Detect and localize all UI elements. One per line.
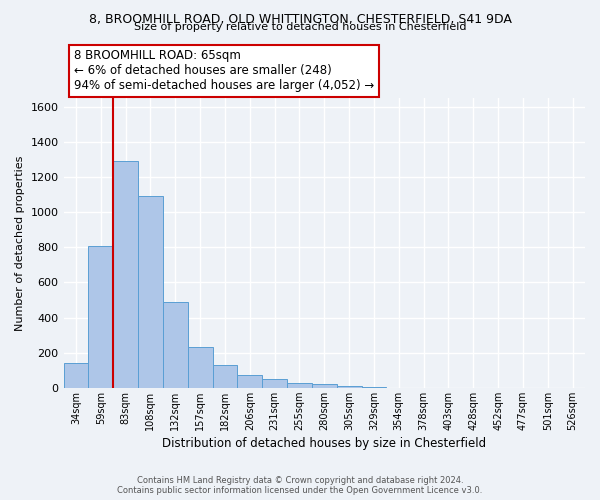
Bar: [113, 160, 138, 388]
Bar: [188, 346, 212, 388]
Text: Size of property relative to detached houses in Chesterfield: Size of property relative to detached ho…: [134, 22, 466, 32]
Bar: [212, 365, 238, 388]
Bar: [64, 363, 88, 388]
Bar: [287, 383, 312, 388]
X-axis label: Distribution of detached houses by size in Chesterfield: Distribution of detached houses by size …: [162, 437, 487, 450]
Bar: [337, 386, 362, 388]
Y-axis label: Number of detached properties: Number of detached properties: [15, 156, 25, 330]
Bar: [138, 196, 163, 388]
Text: 8, BROOMHILL ROAD, OLD WHITTINGTON, CHESTERFIELD, S41 9DA: 8, BROOMHILL ROAD, OLD WHITTINGTON, CHES…: [89, 12, 511, 26]
Text: 8 BROOMHILL ROAD: 65sqm
← 6% of detached houses are smaller (248)
94% of semi-de: 8 BROOMHILL ROAD: 65sqm ← 6% of detached…: [74, 50, 374, 92]
Bar: [262, 379, 287, 388]
Bar: [238, 374, 262, 388]
Bar: [312, 384, 337, 388]
Bar: [88, 246, 113, 388]
Bar: [163, 302, 188, 388]
Text: Contains HM Land Registry data © Crown copyright and database right 2024.
Contai: Contains HM Land Registry data © Crown c…: [118, 476, 482, 495]
